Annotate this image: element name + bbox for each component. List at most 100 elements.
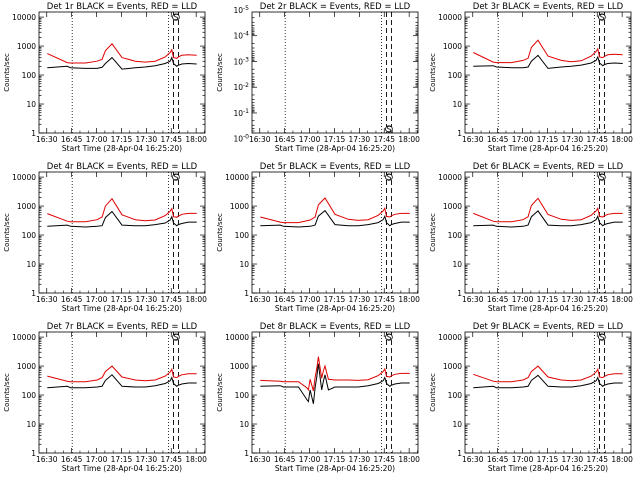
y-axis-label: Counts/sec [3, 373, 11, 412]
y-axis-label: Counts/sec [216, 53, 224, 92]
y-tick-label: 100 [22, 231, 37, 240]
plot-frame [464, 331, 632, 454]
event-symbol-ring [385, 173, 393, 181]
x-tick-label: 16:45 [274, 135, 296, 144]
plot-frame [38, 331, 206, 454]
y-tick-label: 10-0 [233, 134, 249, 144]
event-symbol-label: S [174, 333, 179, 342]
x-tick-label: 18:00 [185, 455, 207, 464]
x-tick-label: 16:45 [61, 295, 83, 304]
x-tick-label: 18:00 [398, 295, 420, 304]
y-axis-label: Counts/sec [3, 213, 11, 252]
x-tick-label: 17:00 [512, 295, 534, 304]
x-tick-label: 17:15 [324, 135, 346, 144]
event-symbol-ring [598, 333, 606, 341]
x-tick-label: 17:15 [324, 455, 346, 464]
y-tick-label: 1000 [17, 202, 36, 211]
chart-title: Det 2r BLACK = Events, RED = LLD [260, 2, 411, 12]
chart-title: Det 9r BLACK = Events, RED = LLD [473, 322, 624, 332]
x-axis-label: Start Time (28-Apr-04 16:25:20) [62, 304, 182, 313]
x-tick-label: 16:30 [462, 135, 484, 144]
y-tick-label: 100 [22, 391, 37, 400]
x-tick-label: 16:30 [36, 295, 58, 304]
y-tick-label: 10 [239, 260, 249, 269]
plot-frame [38, 11, 206, 134]
x-tick-label: 17:45 [373, 135, 395, 144]
x-tick-label: 17:00 [86, 455, 108, 464]
x-tick-label: 17:30 [562, 135, 584, 144]
detector-chart-3: Det 3r BLACK = Events, RED = LLD 1 10 100 10… [429, 2, 633, 153]
event-symbol-ring [172, 173, 180, 181]
y-tick-label: 10-4 [233, 31, 249, 41]
x-tick-label: 16:45 [274, 455, 296, 464]
y-axis-label: Counts/sec [216, 213, 224, 252]
x-tick-label: 17:15 [537, 295, 559, 304]
event-symbol-ring [598, 13, 606, 21]
x-tick-label: 17:30 [562, 455, 584, 464]
plot-frame [251, 171, 419, 294]
y-axis-label: Counts/sec [216, 373, 224, 412]
y-tick-label: 10 [26, 420, 36, 429]
y-axis-label: Counts/sec [3, 53, 11, 92]
series-events-line [473, 374, 623, 389]
x-tick-label: 17:30 [349, 455, 371, 464]
x-tick-label: 16:30 [36, 135, 58, 144]
series-events-line [47, 210, 197, 228]
x-tick-label: 18:00 [185, 135, 207, 144]
y-tick-label: 10 [452, 260, 462, 269]
event-symbol-ring [172, 333, 180, 341]
y-tick-label: 1 [31, 129, 36, 138]
y-tick-label: 1 [244, 289, 249, 298]
series-lld-line [260, 197, 410, 224]
x-tick-label: 18:00 [398, 455, 420, 464]
x-tick-label: 16:30 [36, 455, 58, 464]
chart-title: Det 8r BLACK = Events, RED = LLD [260, 322, 411, 332]
y-tick-label: 100 [22, 71, 37, 80]
x-tick-label: 17:15 [111, 135, 133, 144]
y-tick-label: 10000 [438, 173, 462, 182]
chart-title: Det 6r BLACK = Events, RED = LLD [473, 162, 624, 172]
y-tick-label: 100 [235, 391, 250, 400]
y-tick-label: 1 [457, 449, 462, 458]
y-tick-label: 10 [452, 420, 462, 429]
detector-chart-8: Det 8r BLACK = Events, RED = LLD 1 10 100 10… [216, 322, 420, 473]
y-tick-label: 1 [457, 289, 462, 298]
chart-title: Det 5r BLACK = Events, RED = LLD [260, 162, 411, 172]
series-events-line [473, 210, 623, 228]
y-tick-label: 10 [26, 260, 36, 269]
x-tick-label: 17:30 [136, 455, 158, 464]
x-tick-label: 17:00 [299, 295, 321, 304]
plot-frame [464, 11, 632, 134]
chart-title: Det 7r BLACK = Events, RED = LLD [47, 322, 198, 332]
series-lld-line [473, 39, 623, 64]
event-symbol-label: S [387, 173, 392, 182]
y-tick-label: 1 [244, 449, 249, 458]
y-tick-label: 10000 [438, 13, 462, 22]
x-axis-label: Start Time (28-Apr-04 16:25:20) [62, 464, 182, 473]
event-symbol-ring [385, 125, 393, 133]
detector-chart-4: Det 4r BLACK = Events, RED = LLD 1 10 100 10… [3, 162, 207, 313]
y-tick-label: 10-3 [233, 56, 249, 66]
x-tick-label: 17:00 [299, 135, 321, 144]
y-axis-label: Counts/sec [429, 53, 437, 92]
series-lld-line [47, 197, 197, 223]
detector-chart-6: Det 6r BLACK = Events, RED = LLD 1 10 100 10… [429, 162, 633, 313]
y-tick-label: 10-5 [233, 5, 249, 15]
detector-chart-9: Det 9r BLACK = Events, RED = LLD 1 10 100 10… [429, 322, 633, 473]
series-lld-line [260, 356, 410, 392]
x-tick-label: 16:30 [249, 135, 271, 144]
x-tick-label: 17:15 [111, 295, 133, 304]
y-tick-label: 10 [452, 100, 462, 109]
event-symbol-ring [172, 13, 180, 21]
y-axis-label: Counts/sec [429, 213, 437, 252]
detector-chart-1: Det 1r BLACK = Events, RED = LLD 1 10 100 10… [3, 2, 207, 153]
y-tick-label: 1000 [443, 362, 462, 371]
series-lld-line [47, 365, 197, 383]
y-tick-label: 100 [235, 231, 250, 240]
event-symbol-ring [385, 333, 393, 341]
y-tick-label: 10000 [438, 333, 462, 342]
x-tick-label: 17:15 [324, 295, 346, 304]
event-symbol-label: S [600, 13, 605, 22]
x-tick-label: 16:45 [61, 455, 83, 464]
